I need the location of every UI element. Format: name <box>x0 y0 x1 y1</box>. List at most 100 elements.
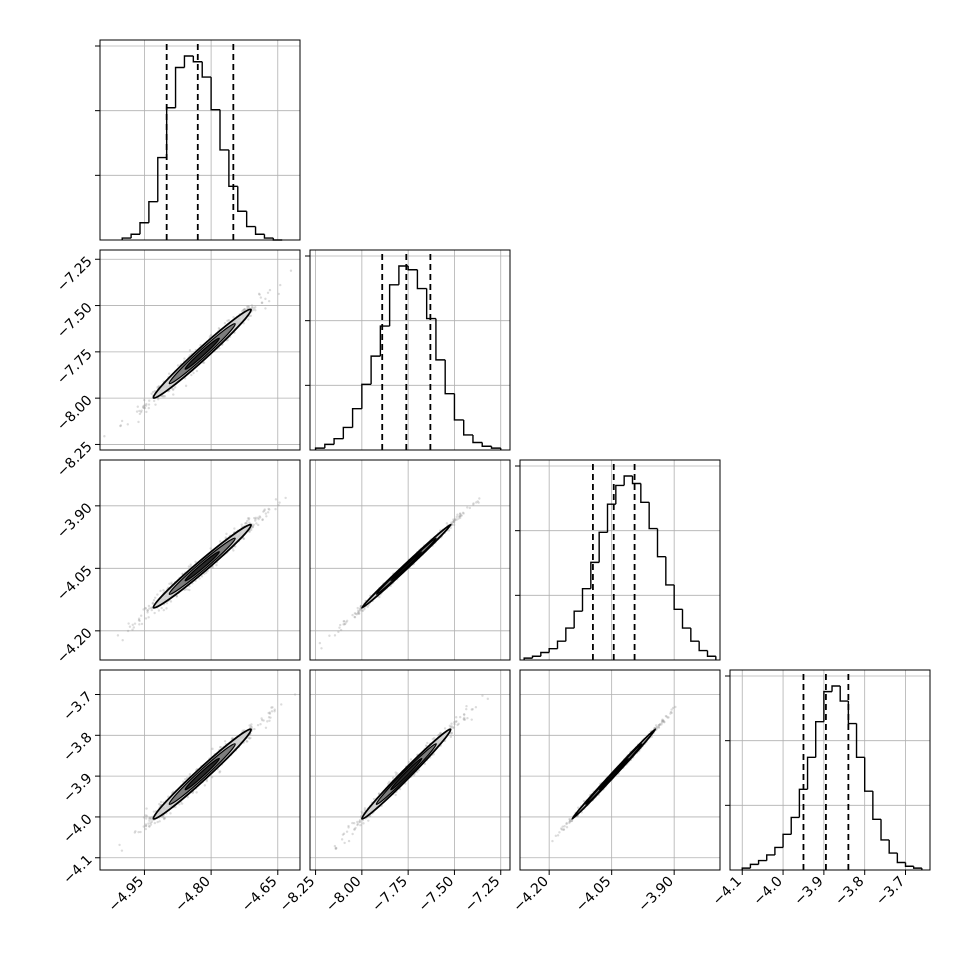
scatter-point <box>248 521 251 524</box>
scatter-point <box>255 522 258 525</box>
scatter-point <box>347 824 350 828</box>
scatter-point <box>660 720 664 723</box>
scatter-point <box>145 807 148 810</box>
scatter-point <box>345 830 349 833</box>
scatter-point <box>357 612 360 615</box>
scatter-point <box>257 292 261 296</box>
scatter-point <box>363 807 367 810</box>
scatter-point <box>151 601 155 605</box>
scatter-point <box>131 628 134 631</box>
scatter-point <box>191 791 194 795</box>
histogram-bin <box>706 650 716 657</box>
scatter-point <box>258 515 261 518</box>
scatter-point <box>264 297 267 301</box>
scatter-point <box>394 793 397 797</box>
histogram-bin <box>741 867 751 870</box>
scatter-point <box>188 773 192 776</box>
scatter-point <box>223 740 227 743</box>
scatter-point <box>208 335 212 338</box>
panel-frame <box>99 249 301 451</box>
scatter-point <box>462 717 465 721</box>
scatter-point <box>378 595 381 599</box>
scatter-point <box>453 721 456 724</box>
scatter-point <box>247 736 250 739</box>
histogram-bin <box>210 77 220 111</box>
scatter-point <box>266 511 270 514</box>
panel-content <box>95 460 300 660</box>
scatter-point <box>407 760 411 764</box>
scatter-point <box>372 797 376 801</box>
scatter-point <box>468 506 472 510</box>
scatter-point <box>126 629 130 633</box>
histogram-bin <box>665 556 675 586</box>
scatter-point <box>280 703 283 706</box>
scatter-point <box>242 309 245 312</box>
x-tick-label: −7.50 <box>416 874 458 916</box>
scatter-point <box>241 729 244 733</box>
scatter-point <box>144 817 148 820</box>
panel-frame <box>309 459 511 661</box>
scatter-point <box>351 821 354 825</box>
scatter-point <box>455 515 458 519</box>
y-tick-label: −4.05 <box>54 563 96 605</box>
scatter-point <box>254 305 257 309</box>
scatter-point <box>95 653 97 655</box>
scatter-point <box>144 606 147 610</box>
scatter-point <box>655 727 658 731</box>
histogram-bin <box>823 690 833 722</box>
scatter-point <box>261 518 264 522</box>
scatter-point <box>262 719 265 722</box>
scatter-point <box>415 770 419 774</box>
scatter-point <box>159 800 163 804</box>
scatter-point <box>151 602 155 605</box>
scatter-point <box>358 820 361 824</box>
scatter-point <box>200 575 204 578</box>
histogram-bin <box>481 442 492 447</box>
scatter-point <box>246 517 250 520</box>
y-tick-label: −7.25 <box>54 254 96 296</box>
scatter-point <box>198 577 201 580</box>
scatter-point <box>144 404 148 407</box>
scatter-point <box>251 308 255 312</box>
scatter-point <box>351 832 354 836</box>
scatter-point <box>190 373 193 377</box>
scatter-point <box>261 518 264 521</box>
scatter-point <box>461 511 465 514</box>
scatter-point <box>147 822 150 825</box>
scatter-point <box>258 516 262 519</box>
y-tick-label: −3.7 <box>60 689 95 724</box>
scatter-point <box>169 812 172 815</box>
histogram-bin <box>896 853 906 864</box>
scatter-point <box>451 726 455 729</box>
scatter-point <box>334 847 337 851</box>
histogram-bin <box>573 610 583 629</box>
scatter-point <box>153 611 156 615</box>
scatter-point <box>472 502 475 505</box>
histogram-bin <box>839 686 849 702</box>
scatter-point <box>562 828 565 831</box>
scatter-point <box>258 293 261 296</box>
scatter-point <box>167 372 171 375</box>
histogram-bin <box>656 528 666 558</box>
scatter-point <box>459 514 463 517</box>
scatter-point <box>249 725 253 728</box>
scatter-point <box>162 395 165 398</box>
scatter-point <box>279 283 282 287</box>
scatter-point <box>448 724 452 728</box>
x-tick-label: −4.1 <box>710 874 745 909</box>
y-tick-label: −3.8 <box>60 730 95 765</box>
scatter-point <box>661 718 664 721</box>
scatter-point <box>188 588 191 592</box>
y-tick-label: −8.25 <box>54 439 96 481</box>
scatter-panel-2-3 <box>519 669 721 871</box>
scatter-point <box>268 288 272 292</box>
histogram-bin <box>888 839 898 854</box>
scatter-point <box>242 537 245 540</box>
scatter-point <box>453 519 456 522</box>
scatter-point <box>458 515 461 518</box>
scatter-point <box>148 819 151 822</box>
x-tick-label: −4.20 <box>510 874 552 916</box>
histogram-bin <box>370 355 381 385</box>
scatter-point <box>174 805 177 809</box>
